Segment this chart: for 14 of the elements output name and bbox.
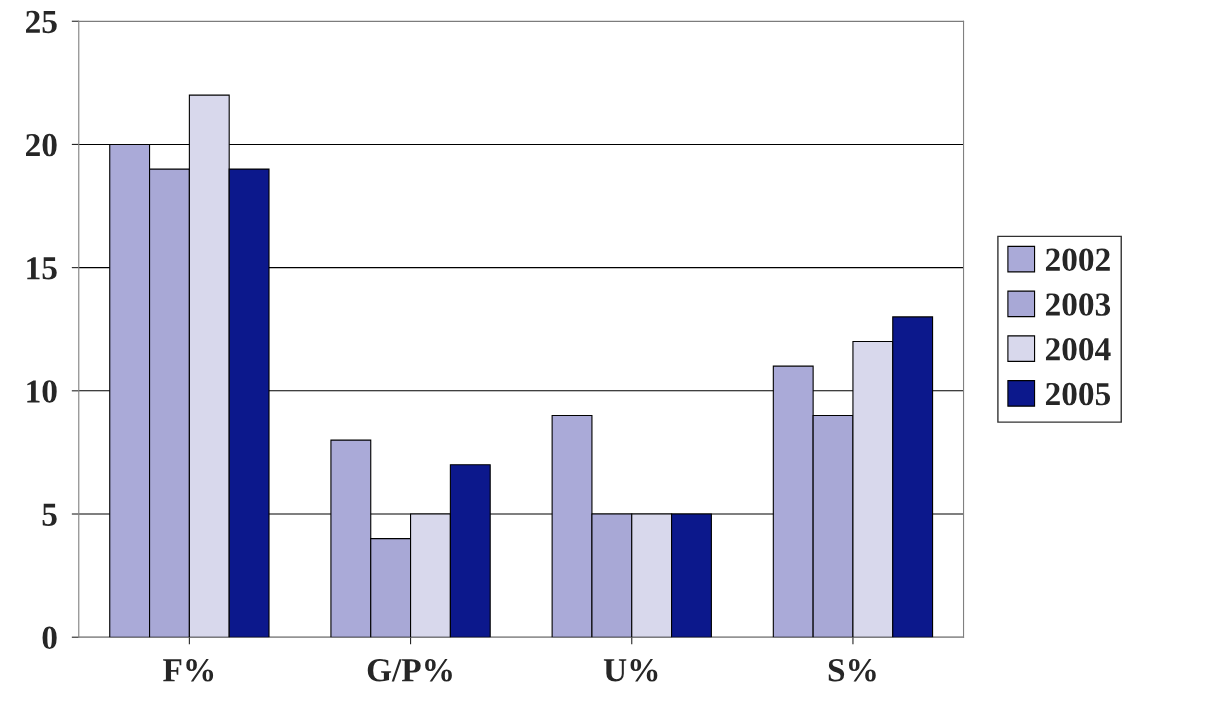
legend-label: 2003 — [1045, 293, 1111, 316]
legend-label: 2005 — [1045, 382, 1111, 406]
x-tick-label: S% — [828, 659, 876, 682]
x-tick-label: G/P% — [367, 659, 452, 682]
y-tick-label: 15 — [27, 257, 57, 280]
legend-label: 2004 — [1045, 338, 1111, 361]
y-tick-label: 10 — [27, 380, 57, 403]
x-tick-label: F% — [163, 659, 214, 682]
y-tick-label: 0 — [42, 626, 57, 650]
y-tick-label: 20 — [26, 133, 57, 157]
legend-label: 2002 — [1045, 248, 1110, 272]
y-tick-label: 5 — [42, 503, 57, 526]
x-tick-label: U% — [603, 659, 658, 682]
y-tick-label: 25 — [26, 10, 57, 34]
